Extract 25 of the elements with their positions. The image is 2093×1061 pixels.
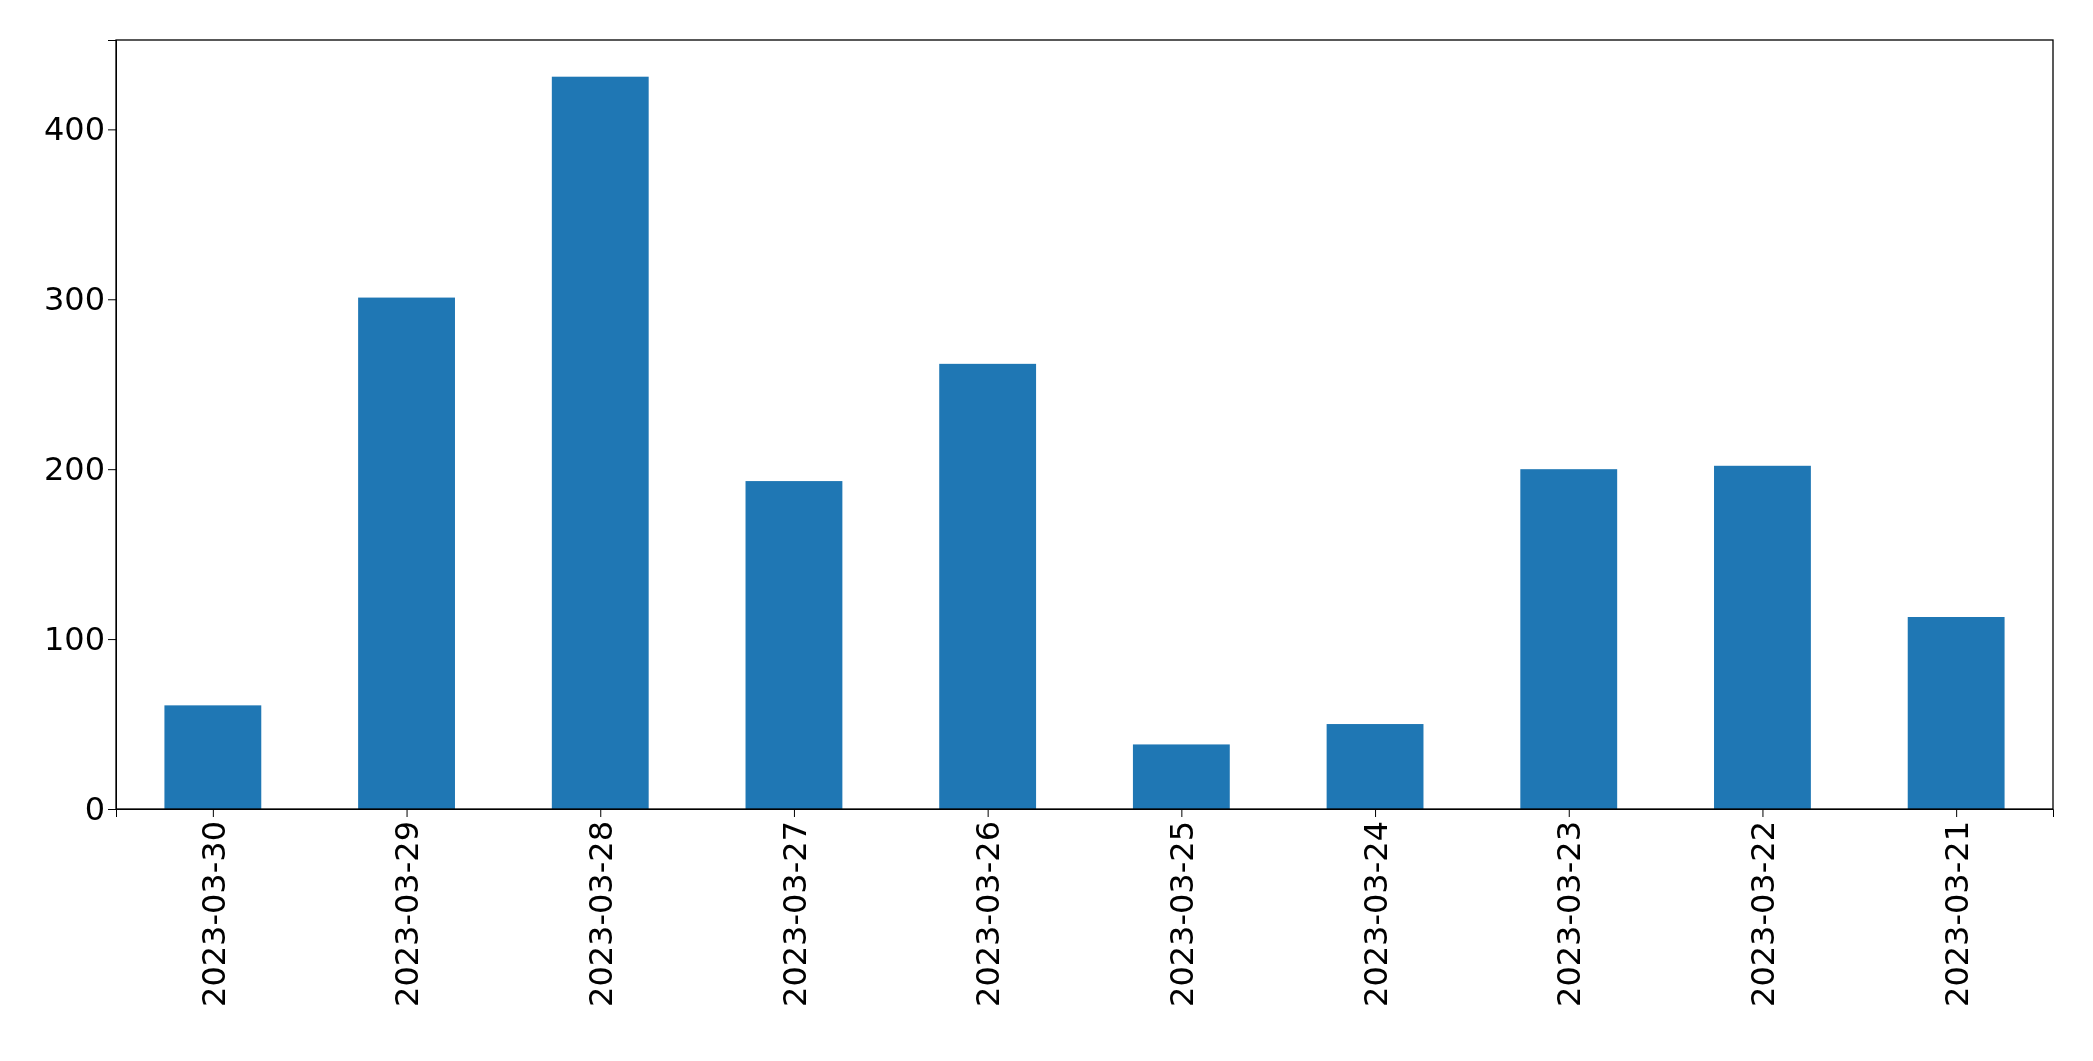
bar — [1520, 469, 1618, 809]
bar — [1326, 724, 1424, 809]
bar — [1714, 465, 1811, 809]
y-tick-label: 300 — [43, 280, 105, 319]
x-tick-label: 2023-03-27 — [775, 821, 814, 1007]
x-tick-label: 2023-03-25 — [1163, 821, 1202, 1007]
bar — [164, 705, 262, 809]
bar — [745, 481, 843, 809]
bar — [551, 76, 649, 809]
bar — [1132, 744, 1230, 809]
y-tick-label: 0 — [84, 789, 105, 828]
x-tick-label: 2023-03-24 — [1356, 821, 1395, 1007]
y-tick-label: 200 — [43, 449, 105, 488]
x-tick-label: 2023-03-26 — [969, 821, 1008, 1007]
y-tick-label: 100 — [43, 619, 105, 658]
x-tick-label: 2023-03-21 — [1937, 821, 1976, 1007]
x-tick-label: 2023-03-23 — [1550, 821, 1589, 1007]
bar — [358, 297, 455, 809]
bar — [1907, 617, 2005, 809]
bar — [939, 363, 1037, 809]
x-tick-label: 2023-03-30 — [194, 821, 233, 1007]
x-tick-label: 2023-03-29 — [388, 821, 427, 1007]
x-tick-label: 2023-03-28 — [581, 821, 620, 1007]
y-tick-label: 400 — [43, 110, 105, 149]
x-tick-label: 2023-03-22 — [1744, 821, 1783, 1007]
